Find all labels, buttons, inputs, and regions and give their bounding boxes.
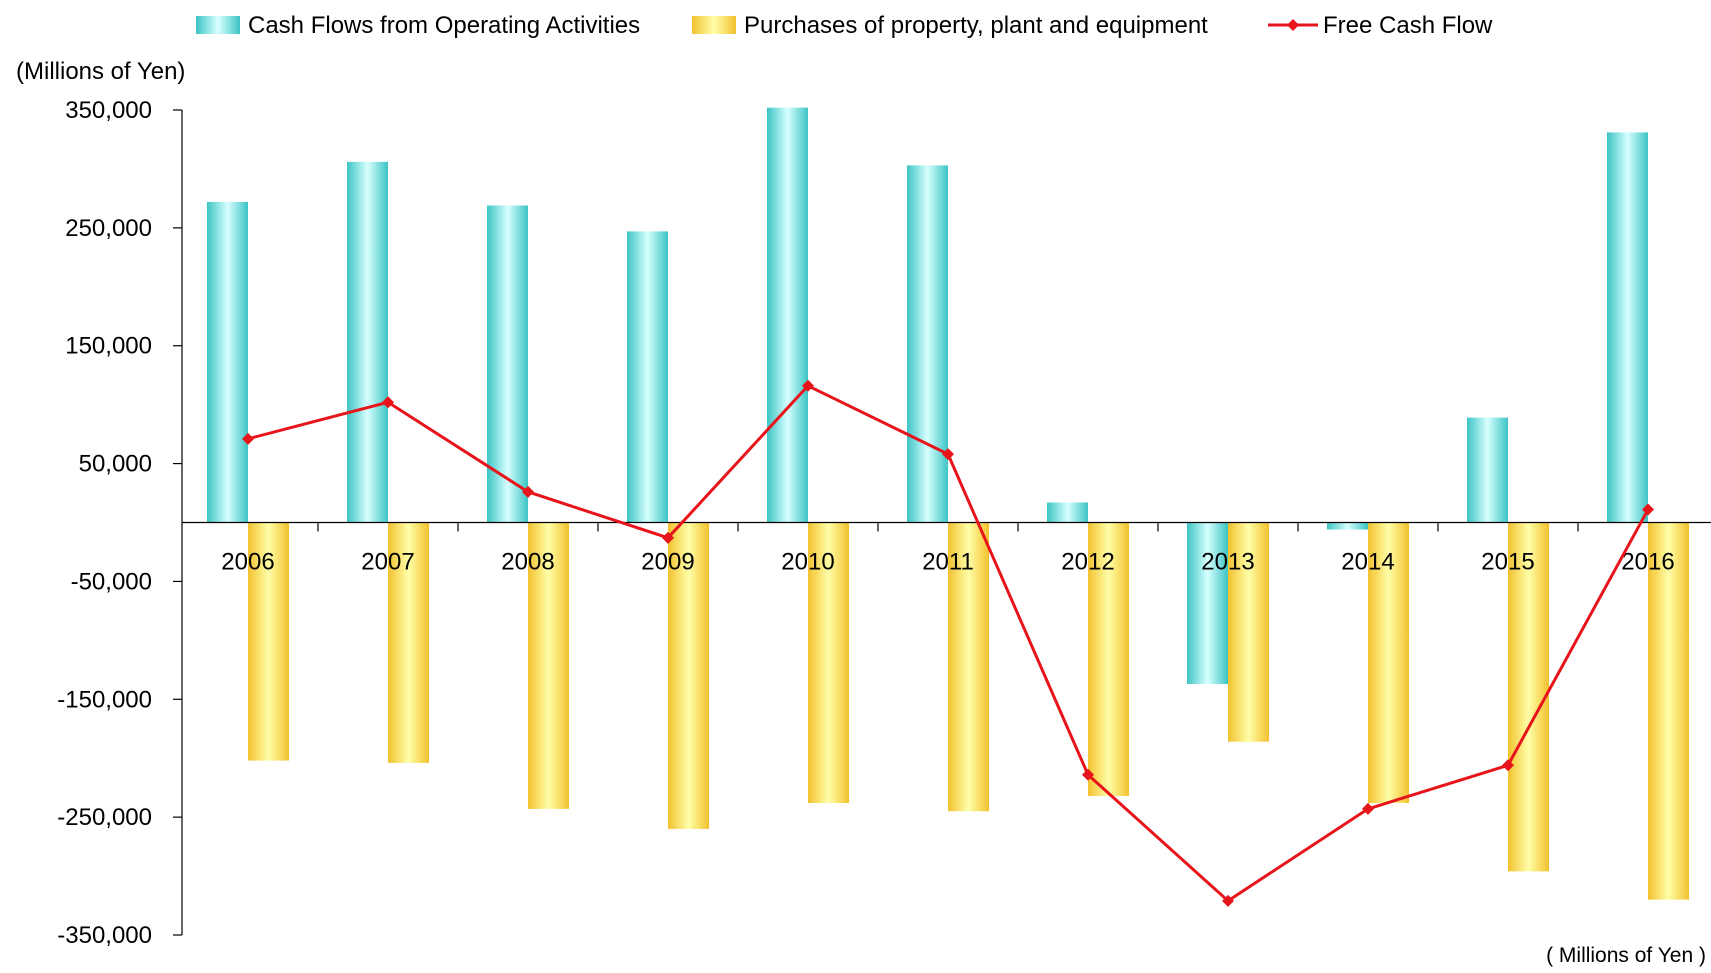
bar-operating-2010 <box>767 107 808 523</box>
x-tick-label-2009: 2009 <box>641 549 694 576</box>
bar-purchases-2008 <box>528 522 569 809</box>
x-tick-label-2012: 2012 <box>1061 549 1114 576</box>
bar-purchases-2015 <box>1508 522 1549 872</box>
x-tick-label-2007: 2007 <box>361 549 414 576</box>
y-tick-label: -150,000 <box>57 686 152 713</box>
bar-operating-2015 <box>1467 417 1508 523</box>
x-tick-label-2016: 2016 <box>1621 549 1674 576</box>
fcf-point-2012 <box>1082 768 1094 781</box>
legend-marker-fcf <box>1287 19 1299 31</box>
bar-purchases-2013 <box>1228 522 1269 742</box>
fcf-point-2015 <box>1502 759 1514 772</box>
legend-swatch-operating <box>196 16 240 34</box>
fcf-point-2009 <box>662 531 674 544</box>
x-tick-label-2011: 2011 <box>922 549 974 576</box>
bar-operating-2009 <box>627 231 668 523</box>
y-tick-label: -250,000 <box>57 804 152 831</box>
x-tick-label-2006: 2006 <box>221 549 274 576</box>
legend-label-fcf: Free Cash Flow <box>1323 12 1493 39</box>
bar-purchases-2016 <box>1648 522 1689 900</box>
legend-label-purchases: Purchases of property, plant and equipme… <box>744 12 1208 39</box>
bar-operating-2008 <box>487 205 528 523</box>
bar-operating-2012 <box>1047 502 1088 523</box>
x-tick-label-2008: 2008 <box>501 549 554 576</box>
free-cash-flow-series <box>242 379 1654 907</box>
legend-swatch-purchases <box>692 16 736 34</box>
unit-note: ( Millions of Yen ) <box>1546 944 1706 967</box>
bars-operating <box>207 107 1648 684</box>
y-tick-label: 150,000 <box>65 333 152 360</box>
bar-operating-2007 <box>347 161 388 523</box>
fcf-point-2007 <box>382 396 394 409</box>
fcf-point-2010 <box>802 379 814 392</box>
y-tick-label: 250,000 <box>65 215 152 242</box>
bar-operating-2016 <box>1607 132 1648 523</box>
y-tick-label: 350,000 <box>65 97 152 124</box>
bar-purchases-2007 <box>388 522 429 763</box>
bar-purchases-2014 <box>1368 522 1409 803</box>
y-tick-label: 50,000 <box>79 451 152 478</box>
y-ticks: 350,000 250,000 150,000 50,000 -50,000 -150,0… <box>57 97 182 949</box>
fcf-point-2011 <box>942 448 954 461</box>
bar-operating-2013 <box>1187 522 1228 684</box>
x-tick-label-2010: 2010 <box>781 549 834 576</box>
fcf-point-2013 <box>1222 894 1234 907</box>
bars-purchases <box>248 522 1689 900</box>
fcf-point-2006 <box>242 432 254 445</box>
bar-purchases-2011 <box>948 522 989 812</box>
x-tick-label-2013: 2013 <box>1201 549 1254 576</box>
bar-operating-2011 <box>907 165 948 523</box>
bar-purchases-2006 <box>248 522 289 761</box>
bar-purchases-2010 <box>808 522 849 803</box>
bar-purchases-2012 <box>1088 522 1129 796</box>
fcf-point-2008 <box>522 485 534 498</box>
fcf-point-2016 <box>1642 503 1654 516</box>
legend-label-operating: Cash Flows from Operating Activities <box>248 12 640 39</box>
x-tick-label-2014: 2014 <box>1341 549 1394 576</box>
y-tick-label: -50,000 <box>71 568 152 595</box>
fcf-point-2014 <box>1362 802 1374 815</box>
y-axis-label: (Millions of Yen) <box>16 58 185 85</box>
bar-operating-2006 <box>207 201 248 523</box>
y-tick-label: -350,000 <box>57 922 152 949</box>
bar-operating-2014 <box>1327 522 1368 530</box>
bar-purchases-2009 <box>668 522 709 829</box>
x-tick-label-2015: 2015 <box>1481 549 1534 576</box>
x-axis-labels: 2006 2007 2008 2009 2010 2011 2012 2013 2014 2015… <box>221 522 1675 576</box>
legend: Cash Flows from Operating Activities Pur… <box>196 12 1493 39</box>
